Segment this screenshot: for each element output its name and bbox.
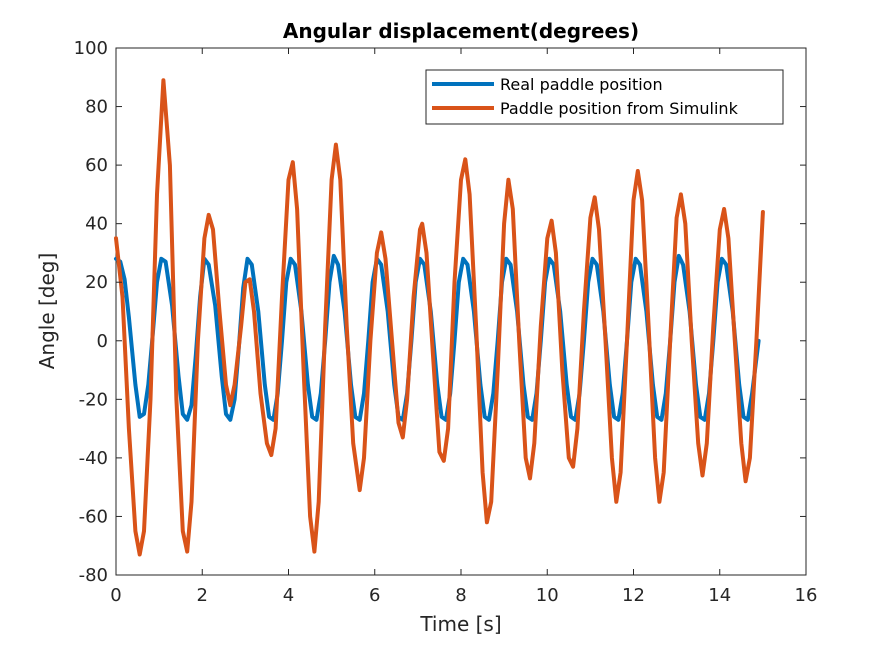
y-tick-label: 100 xyxy=(74,38,108,59)
x-tick-label: 16 xyxy=(795,585,818,606)
y-tick-label: 40 xyxy=(85,214,108,235)
y-tick-label: -40 xyxy=(79,448,108,469)
series-line-simulink xyxy=(114,78,765,557)
y-tick-label: -80 xyxy=(79,565,108,586)
x-tick-label: 2 xyxy=(197,585,208,606)
y-tick-label: 20 xyxy=(85,272,108,293)
x-tick-label: 4 xyxy=(283,585,294,606)
x-tick-label: 8 xyxy=(455,585,466,606)
y-tick-label: 0 xyxy=(97,331,108,352)
series-layer xyxy=(114,78,765,557)
x-tick-label: 14 xyxy=(708,585,731,606)
chart-title: Angular displacement(degrees) xyxy=(283,19,639,43)
y-axis-label: Angle [deg] xyxy=(35,253,59,370)
y-tick-label: 60 xyxy=(85,155,108,176)
x-tick-label: 10 xyxy=(536,585,559,606)
y-tick-label: -20 xyxy=(79,389,108,410)
legend: Real paddle position Paddle position fro… xyxy=(425,69,784,125)
legend-box xyxy=(425,69,784,125)
ticks-layer: 0 2 4 6 8 10 12 14 16 -80 -60 -40 -20 0 20 40 60 80 100 xyxy=(74,38,818,606)
x-tick-label: 12 xyxy=(622,585,645,606)
y-tick-label: -60 xyxy=(79,506,108,527)
x-tick-label: 0 xyxy=(110,585,121,606)
x-tick-label: 6 xyxy=(369,585,380,606)
y-tick-label: 80 xyxy=(85,97,108,118)
legend-label-real: Real paddle position xyxy=(500,75,663,94)
x-axis-label: Time [s] xyxy=(419,612,501,636)
legend-label-simulink: Paddle position from Simulink xyxy=(500,99,739,118)
